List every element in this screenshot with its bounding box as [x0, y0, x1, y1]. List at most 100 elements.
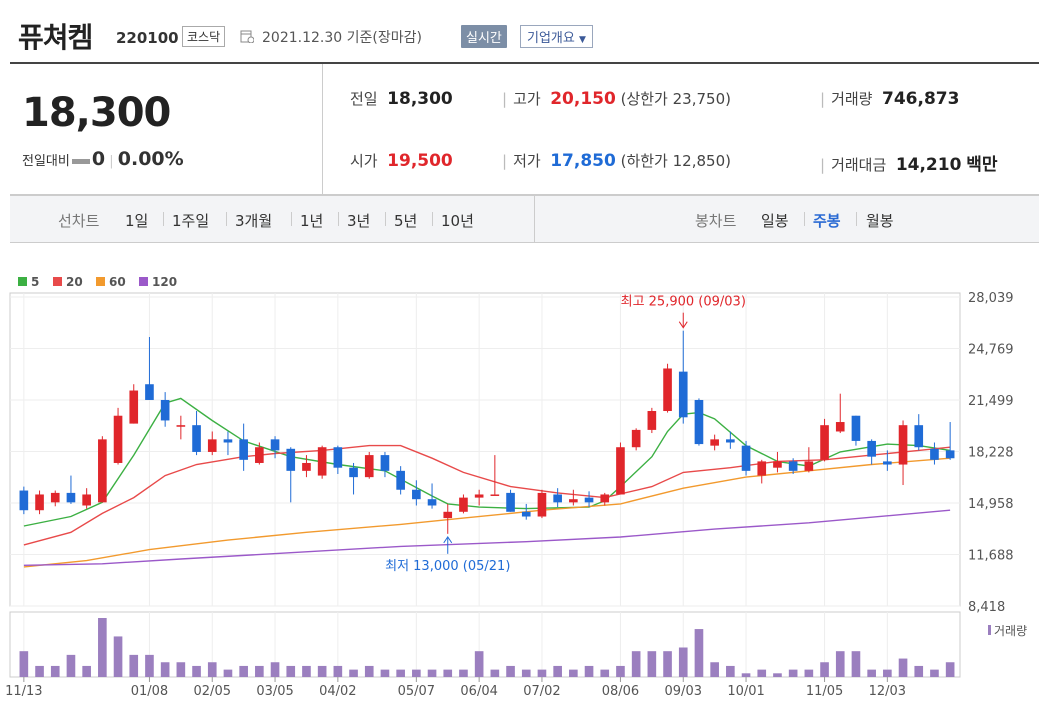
high-arrow-head [678, 321, 688, 329]
volume-bar [333, 665, 343, 677]
volume-bar [647, 651, 657, 677]
x-tick-label: 12/03 [869, 684, 906, 699]
candle-body [647, 411, 657, 430]
ma-line-20 [23, 444, 951, 546]
volume-bar [678, 647, 688, 677]
tab-group-divider [534, 196, 535, 242]
volume-bar [207, 662, 217, 677]
x-tick-label: 11/05 [806, 684, 843, 699]
market-badge: 코스닥 [182, 26, 226, 47]
candle-body [663, 368, 672, 412]
tab-1year[interactable]: 1년 [300, 212, 324, 230]
price-summary: 18,300 전일대비 0 | 0.00% 전일 18,300 | 고가 20,15… [10, 64, 1039, 195]
caret-down-icon: ▼ [578, 35, 586, 45]
high-value: 20,150 [550, 89, 616, 109]
realtime-button[interactable]: 실시간 [461, 25, 507, 48]
candle-body [380, 455, 390, 471]
legend-swatch [139, 277, 148, 286]
candle-body [129, 390, 139, 424]
volume-bar [945, 662, 955, 677]
candle-body [412, 489, 421, 500]
company-overview-label: 기업개요 [527, 31, 575, 46]
candle-body [317, 447, 327, 476]
volume-bar [474, 651, 484, 677]
volume-bar [82, 665, 91, 677]
volume-bar [584, 665, 594, 677]
x-tick-label: 07/02 [523, 684, 560, 699]
candle-body [835, 422, 845, 432]
low-arrow-head [443, 535, 453, 544]
tab-monthly[interactable]: 월봉 [866, 212, 894, 230]
volume-bar [600, 669, 610, 677]
candle-body [537, 492, 547, 517]
stock-name: 퓨쳐켐 [18, 21, 93, 54]
legend-swatch [53, 277, 62, 286]
candle-body [255, 447, 264, 463]
volume-bar [459, 669, 468, 677]
tab-separator [856, 212, 857, 226]
lower-limit: (하한가 12,850) [620, 152, 731, 170]
candle-body [945, 450, 955, 459]
tab-3month[interactable]: 3개월 [235, 212, 273, 230]
volume-legend-swatch [988, 625, 991, 635]
y-tick-label: 8,418 [968, 600, 1005, 615]
volume-bar [663, 651, 672, 677]
candle-body [584, 497, 594, 503]
change-value: 0 [91, 148, 106, 170]
high-price: | 고가 20,150 (상한가 23,750) [502, 89, 731, 109]
candle-body [427, 499, 437, 506]
tab-3year[interactable]: 3년 [347, 212, 371, 230]
tab-weekly[interactable]: 주봉 [813, 212, 841, 230]
candle-body [521, 511, 531, 517]
tab-5year[interactable]: 5년 [394, 212, 418, 230]
volume-bar [223, 669, 233, 677]
legend-label: 120 [152, 275, 177, 289]
tab-daily[interactable]: 일봉 [761, 212, 789, 230]
candle-body [867, 440, 876, 457]
low-price: | 저가 17,850 (하한가 12,850) [502, 151, 731, 171]
candle-body [364, 455, 374, 478]
volume-bar [898, 658, 908, 677]
header-divider [10, 62, 1039, 64]
price-change: 전일대비 0 | 0.00% [22, 148, 184, 170]
candle-body [773, 461, 782, 468]
high-annotation: 최고 25,900 (09/03) [621, 295, 746, 310]
candle-body [820, 425, 829, 460]
volume-bar [364, 665, 374, 677]
tab-10year[interactable]: 10년 [441, 212, 474, 230]
low-label: 저가 [513, 152, 541, 170]
candle-body [569, 499, 578, 503]
prev-value: 18,300 [387, 89, 453, 109]
volume-bar [255, 665, 264, 677]
volume-bar [506, 665, 515, 677]
volume-bar [317, 665, 327, 677]
volume-bar [835, 651, 845, 677]
y-tick-label: 21,499 [968, 394, 1014, 409]
volume-bar [788, 669, 798, 677]
candle-body [50, 492, 60, 503]
candle-body [616, 447, 625, 495]
volume-bar [270, 662, 280, 677]
upper-limit: (상한가 23,750) [620, 90, 731, 108]
candle-body [804, 461, 814, 471]
volume-bar [113, 636, 123, 677]
x-tick-label: 11/13 [5, 684, 42, 699]
volume-bar [239, 665, 248, 677]
volume-bar [710, 662, 719, 677]
open-label: 시가 [350, 152, 378, 170]
company-overview-button[interactable]: 기업개요 ▼ [520, 25, 593, 48]
candle-body [145, 384, 154, 400]
candle-body [333, 447, 343, 468]
candle-body [459, 497, 468, 512]
x-tick-label: 03/05 [256, 684, 293, 699]
volume-bar [412, 669, 421, 677]
low-annotation: 최저 13,000 (05/21) [385, 559, 510, 574]
tab-1day[interactable]: 1일 [125, 212, 149, 230]
tab-1week[interactable]: 1주일 [172, 212, 210, 230]
candle-body [553, 494, 562, 503]
candle-body [490, 494, 500, 496]
tab-separator [385, 212, 386, 226]
candle-body [113, 415, 123, 463]
open-price: 시가 19,500 [350, 150, 453, 171]
tab-separator [432, 212, 433, 226]
